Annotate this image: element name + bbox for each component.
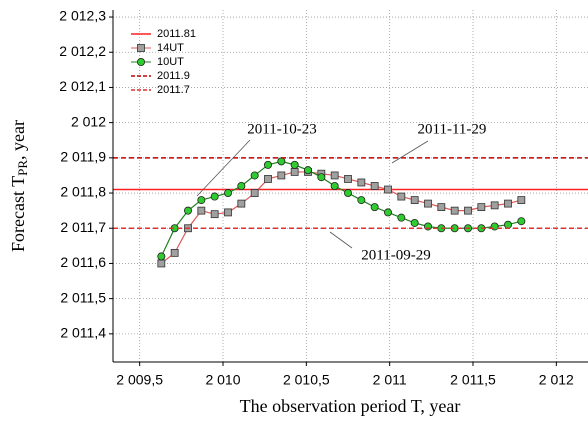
annotation: 2011-10-23 xyxy=(247,121,316,137)
data-point xyxy=(277,171,286,180)
annotation-leader xyxy=(329,231,353,249)
y-tick-label: 2 011,6 xyxy=(60,254,106,270)
data-point xyxy=(383,208,392,217)
data-point xyxy=(290,160,299,169)
y-tick-label: 2 011,7 xyxy=(60,219,106,235)
y-axis-title: Forecast TPR, year xyxy=(8,120,30,252)
data-point xyxy=(237,181,246,190)
data-point xyxy=(450,206,459,215)
data-point xyxy=(423,222,432,231)
data-point xyxy=(224,208,232,217)
data-point xyxy=(370,203,379,212)
legend-label: 14UT xyxy=(157,42,184,54)
legend-marker xyxy=(137,44,145,52)
data-point xyxy=(290,168,299,176)
x-axis-title: The observation period T, year xyxy=(240,396,461,416)
data-point xyxy=(317,173,326,182)
data-point xyxy=(210,210,219,219)
data-point xyxy=(464,206,472,215)
legend-marker xyxy=(136,58,145,67)
data-point xyxy=(170,248,179,257)
data-point xyxy=(397,192,406,201)
data-point xyxy=(183,206,192,215)
y-axis-title-main: Forecast T xyxy=(8,176,28,252)
legend-label: 10UT xyxy=(157,56,184,68)
y-tick-label: 2 012 xyxy=(71,113,106,129)
data-point xyxy=(330,171,339,180)
annotation: 2011-09-29 xyxy=(361,247,430,263)
grid xyxy=(113,10,588,362)
data-point xyxy=(303,166,312,175)
data-point xyxy=(343,189,352,198)
legend-label: 2011.81 xyxy=(157,28,196,40)
data-point xyxy=(424,199,432,208)
x-tick-label: 2 010,5 xyxy=(283,372,330,388)
data-point xyxy=(357,178,366,187)
plot xyxy=(113,157,588,268)
data-point xyxy=(397,213,406,222)
y-axis-title-suffix: , year xyxy=(8,120,28,160)
data-point xyxy=(223,189,232,198)
y-tick-label: 2 012,1 xyxy=(59,78,106,94)
data-point xyxy=(370,182,379,190)
x-tick-label: 2 011,5 xyxy=(450,372,496,388)
data-point xyxy=(250,189,259,197)
data-point xyxy=(504,199,512,208)
y-tick-label: 2 012,2 xyxy=(59,43,106,59)
data-point xyxy=(237,199,246,208)
data-point xyxy=(264,175,272,183)
data-point xyxy=(250,171,259,180)
legend: 2011.81 14UT 10UT 2011.9 2011.7 xyxy=(131,28,196,96)
x-tick-label: 2 009,5 xyxy=(116,372,163,388)
data-point xyxy=(490,201,499,210)
data-point xyxy=(330,181,339,190)
data-point xyxy=(263,160,272,169)
data-point xyxy=(503,220,512,229)
data-point xyxy=(437,203,446,212)
y-tick-label: 2 011,8 xyxy=(60,184,106,200)
data-point xyxy=(517,217,526,226)
y-tick-label: 2 012,3 xyxy=(59,8,106,24)
y-tick-label: 2 011,9 xyxy=(60,149,106,165)
y-tick-label: 2 011,4 xyxy=(60,325,106,341)
x-tick-label: 2 010 xyxy=(205,372,240,388)
x-tick-label: 2 012 xyxy=(539,372,574,388)
data-point xyxy=(277,157,286,166)
annotation-leader xyxy=(196,139,251,197)
legend-label: 2011.9 xyxy=(157,70,190,82)
data-point xyxy=(157,259,166,268)
series-line xyxy=(160,171,522,264)
data-point xyxy=(210,192,219,201)
data-point xyxy=(197,196,206,205)
data-point xyxy=(410,218,419,227)
data-point xyxy=(197,206,206,215)
data-point xyxy=(410,196,419,204)
x-tick-label: 2 011 xyxy=(373,372,407,388)
y-tick-label: 2 011,5 xyxy=(60,289,106,305)
data-point xyxy=(384,185,392,194)
data-point xyxy=(344,175,352,183)
data-point xyxy=(477,203,486,212)
annotation: 2011-11-29 xyxy=(418,121,487,137)
data-point xyxy=(357,196,366,205)
data-point xyxy=(490,222,499,231)
data-point xyxy=(157,252,166,261)
y-axis-title-sub: PR xyxy=(15,160,30,176)
legend-label: 2011.7 xyxy=(157,84,190,96)
data-point xyxy=(517,196,526,204)
annotation-leader xyxy=(391,140,429,164)
